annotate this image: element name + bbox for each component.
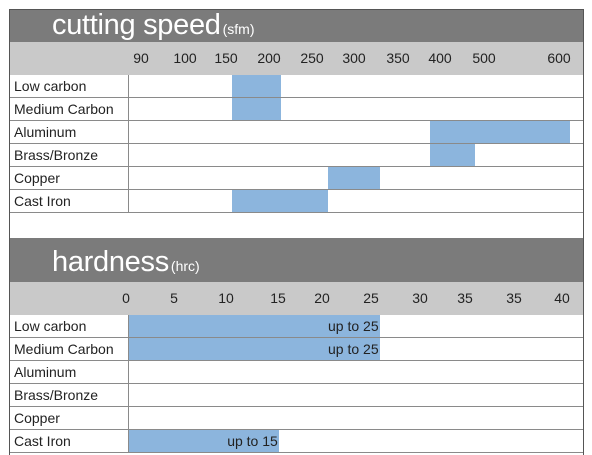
title-text: hardness [52,246,169,278]
tick-label: 35 [457,290,473,306]
label-separator [128,75,129,213]
table-row: Copper [10,407,583,430]
tick-bar: 0 5 10 15 20 25 30 35 35 40 [10,282,583,315]
section-title: cutting speed (sfm) [52,11,255,40]
row-label: Copper [14,410,60,426]
table-row: Brass/Bronze [10,384,583,407]
tick-label: 400 [428,50,452,66]
tick-label: 35 [506,290,522,306]
table-row: up to 25 Low carbon [10,315,583,338]
tick-label: 100 [173,50,197,66]
table-row: Medium Carbon [10,98,583,121]
range-bar [430,144,475,166]
tick-label: 150 [214,50,238,66]
tick-label: 0 [122,290,130,306]
row-label: Copper [14,170,60,186]
range-bar [128,315,380,337]
tick-label: 300 [342,50,366,66]
tick-label: 250 [300,50,324,66]
row-label: Brass/Bronze [14,387,99,403]
row-label: Low carbon [14,78,87,94]
bar-label: up to 15 [227,433,278,449]
bar-label: up to 25 [328,341,379,357]
table-row: Brass/Bronze [10,144,583,167]
bar-label: up to 25 [328,318,379,334]
row-label: Medium Carbon [14,341,114,357]
title-unit: (hrc) [170,258,200,274]
tick-label: 350 [386,50,410,66]
row-label: Cast Iron [14,433,71,449]
section-title: hardness (hrc) [52,248,200,277]
tick-bar: 90 100 150 200 250 300 350 400 500 600 [10,42,583,75]
row-label: Aluminum [14,364,77,380]
range-bar [232,190,328,212]
range-bar [128,338,380,360]
tick-label: 10 [218,290,234,306]
label-separator [128,315,129,453]
row-label: Cast Iron [14,193,71,209]
tick-label: 25 [363,290,379,306]
range-bar [232,75,281,97]
tick-label: 600 [547,50,571,66]
tick-label: 30 [412,290,428,306]
title-text: cutting speed [52,9,221,41]
row-label: Medium Carbon [14,101,114,117]
section-title-bar: cutting speed (sfm) [10,10,583,42]
table-row: Aluminum [10,361,583,384]
tick-label: 20 [314,290,330,306]
tick-label: 90 [133,50,149,66]
chart-frame: cutting speed (sfm) 90 100 150 200 250 300 350 40… [9,9,584,455]
tick-label: 15 [270,290,286,306]
table-row: Copper [10,167,583,190]
range-bar [430,121,570,143]
tick-label: 500 [472,50,496,66]
table-row: Cast Iron [10,190,583,213]
table-row: Low carbon [10,75,583,98]
row-label: Low carbon [14,318,87,334]
row-label: Aluminum [14,124,77,140]
tick-label: 40 [554,290,570,306]
range-bar [232,98,281,120]
table-row: up to 15 Cast Iron [10,430,583,453]
tick-label: 200 [257,50,281,66]
table-row: up to 25 Medium Carbon [10,338,583,361]
tick-label: 5 [170,290,178,306]
section-title-bar: hardness (hrc) [10,238,583,282]
row-label: Brass/Bronze [14,147,99,163]
range-bar [328,167,380,189]
table-row: Aluminum [10,121,583,144]
range-bar [128,430,280,452]
title-unit: (sfm) [222,21,255,37]
